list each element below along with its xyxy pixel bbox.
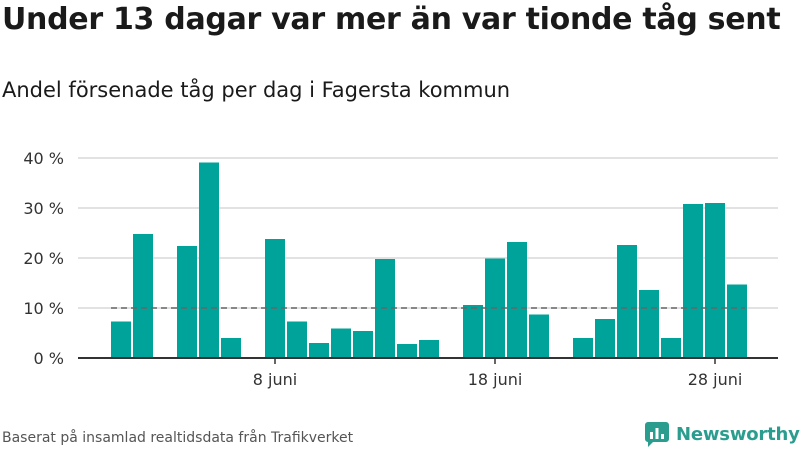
y-tick-label: 0 % [34,349,64,368]
bar [133,234,153,358]
bar [221,338,241,358]
newsworthy-logo-icon [645,422,669,447]
brand-name: Newsworthy [676,423,800,445]
bar [617,245,637,358]
x-tick-label: 28 juni [688,370,743,389]
source-note: Baserat på insamlad realtidsdata från Tr… [2,430,354,446]
y-tick-label: 40 % [23,149,64,168]
bar [529,314,549,358]
bar [111,321,131,358]
x-tick-label: 18 juni [468,370,523,389]
bar [177,246,197,358]
x-tick-label: 8 juni [253,370,297,389]
bar [727,284,747,358]
bar [705,203,725,358]
y-tick-label: 20 % [23,249,64,268]
chart-title: Under 13 dagar var mer än var tionde tåg… [2,2,781,37]
bar [331,328,351,358]
bar [595,319,615,358]
newsworthy-logo[interactable]: Newsworthy [644,420,800,448]
chart-subtitle: Andel försenade tåg per dag i Fagersta k… [2,78,511,102]
bar [463,305,483,358]
bar [199,162,219,358]
bar [661,338,681,358]
bar [287,321,307,358]
y-tick-label: 30 % [23,199,64,218]
bar [683,204,703,358]
bar [573,338,593,358]
bar [639,290,659,358]
bar [309,343,329,358]
bar [397,344,417,358]
bar-chart: 0 % 10 % 20 % 30 % 40 % 8 juni 18 juni 28 juni [23,149,778,389]
bar [353,331,373,358]
bar [507,242,527,358]
y-tick-label: 10 % [23,299,64,318]
bar [265,239,285,358]
bar [419,340,439,358]
